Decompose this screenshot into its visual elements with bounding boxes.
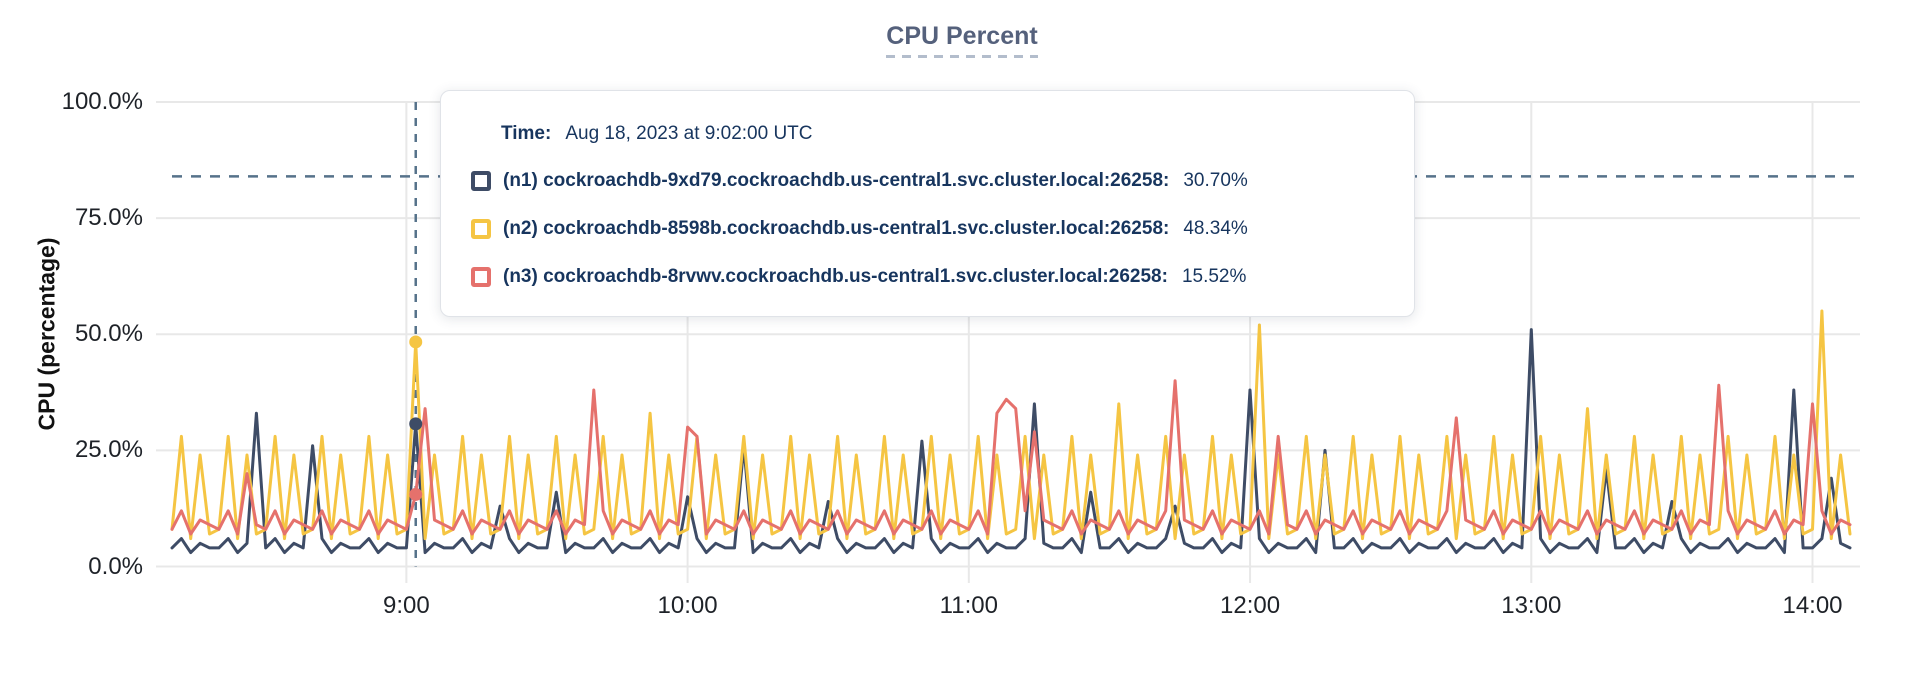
y-tick-label: 25.0% — [74, 436, 143, 464]
tooltip-time-label: Time: — [501, 123, 552, 144]
y-tick-label: 0.0% — [88, 552, 143, 580]
series-n3-swatch-icon — [471, 267, 491, 287]
y-tick-label: 100.0% — [61, 88, 143, 115]
series-n2-swatch-icon — [471, 219, 491, 239]
x-tick-label: 12:00 — [1220, 592, 1281, 619]
tooltip-series-value: 48.34% — [1183, 218, 1248, 239]
tooltip-series-label: (n1) cockroachdb-9xd79.cockroachdb.us-ce… — [503, 170, 1170, 191]
x-tick-label: 13:00 — [1501, 592, 1562, 619]
x-tick-label: 10:00 — [657, 592, 718, 619]
x-tick-label: 11:00 — [939, 592, 998, 619]
tooltip-series-label: (n2) cockroachdb-8598b.cockroachdb.us-ce… — [503, 218, 1170, 239]
hover-tooltip: Time: Aug 18, 2023 at 9:02:00 UTC (n1) co… — [440, 90, 1415, 317]
tooltip-series-value: 30.70% — [1183, 170, 1248, 191]
tooltip-series-label: (n3) cockroachdb-8rvwv.cockroachdb.us-ce… — [503, 266, 1168, 287]
chart-header: CPU Percent — [0, 22, 1924, 58]
tooltip-time-row: Time: Aug 18, 2023 at 9:02:00 UTC — [501, 121, 1414, 147]
series-n1-swatch-icon — [471, 171, 491, 191]
tooltip-series-value: 15.52% — [1181, 266, 1247, 287]
tooltip-series-row: (n3) cockroachdb-8rvwv.cockroachdb.us-ce… — [471, 263, 1414, 291]
x-tick-label: 14:00 — [1782, 592, 1843, 619]
tooltip-time-value: Aug 18, 2023 at 9:02:00 UTC — [565, 123, 813, 144]
y-tick-label: 75.0% — [74, 204, 143, 232]
y-tick-label: 50.0% — [74, 320, 143, 348]
chart-title[interactable]: CPU Percent — [886, 22, 1038, 58]
tooltip-series-row: (n2) cockroachdb-8598b.cockroachdb.us-ce… — [471, 215, 1414, 243]
x-tick-label: 9:00 — [382, 592, 430, 619]
tooltip-series-row: (n1) cockroachdb-9xd79.cockroachdb.us-ce… — [471, 167, 1414, 195]
